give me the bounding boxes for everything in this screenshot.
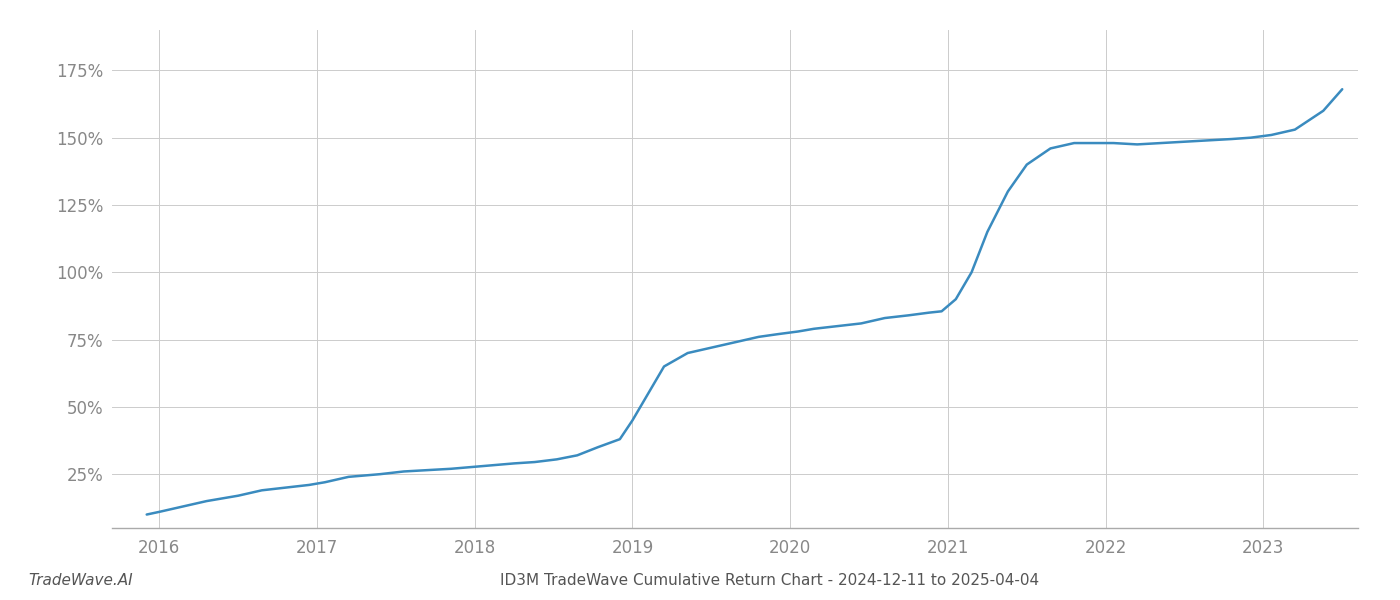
Text: TradeWave.AI: TradeWave.AI	[28, 573, 133, 588]
Text: ID3M TradeWave Cumulative Return Chart - 2024-12-11 to 2025-04-04: ID3M TradeWave Cumulative Return Chart -…	[500, 573, 1040, 588]
